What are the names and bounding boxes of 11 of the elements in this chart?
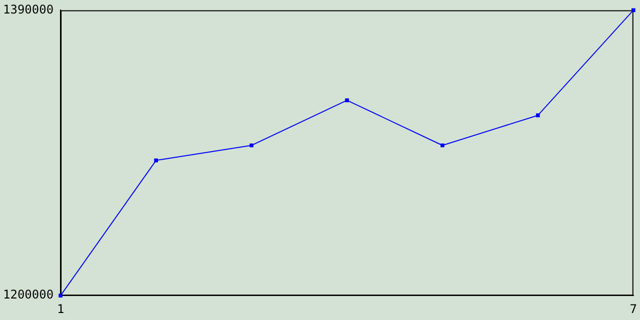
point [631, 8, 636, 12]
y-tick-label: 1390000 [2, 2, 54, 16]
point [440, 143, 444, 148]
point [58, 294, 62, 298]
x-tick-label: 1 [56, 302, 64, 316]
point [250, 143, 254, 148]
point [536, 113, 540, 118]
point [154, 158, 158, 162]
x-tick-label: 7 [630, 302, 638, 316]
y-tick-label: 1200000 [2, 288, 54, 302]
point [345, 98, 349, 102]
